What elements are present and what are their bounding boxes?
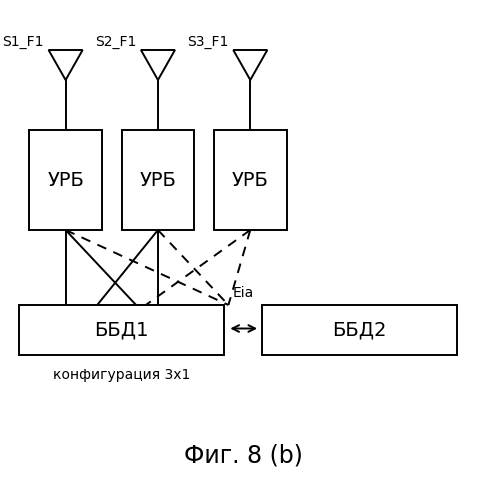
Polygon shape (141, 50, 175, 80)
Text: УРБ: УРБ (139, 170, 176, 190)
Text: ББД2: ББД2 (332, 320, 387, 340)
FancyBboxPatch shape (19, 305, 224, 355)
Text: конфигурация 3x1: конфигурация 3x1 (53, 368, 190, 382)
Polygon shape (233, 50, 267, 80)
Text: S3_F1: S3_F1 (187, 35, 228, 49)
FancyBboxPatch shape (262, 305, 457, 355)
FancyBboxPatch shape (29, 130, 102, 230)
FancyBboxPatch shape (122, 130, 194, 230)
Text: S2_F1: S2_F1 (95, 35, 136, 49)
Text: Eia: Eia (232, 286, 254, 300)
Text: УРБ: УРБ (47, 170, 84, 190)
Polygon shape (49, 50, 83, 80)
FancyBboxPatch shape (214, 130, 287, 230)
Text: S1_F1: S1_F1 (2, 35, 44, 49)
Text: ББД1: ББД1 (94, 320, 149, 340)
Text: УРБ: УРБ (232, 170, 269, 190)
Text: Фиг. 8 (b): Фиг. 8 (b) (184, 443, 302, 467)
